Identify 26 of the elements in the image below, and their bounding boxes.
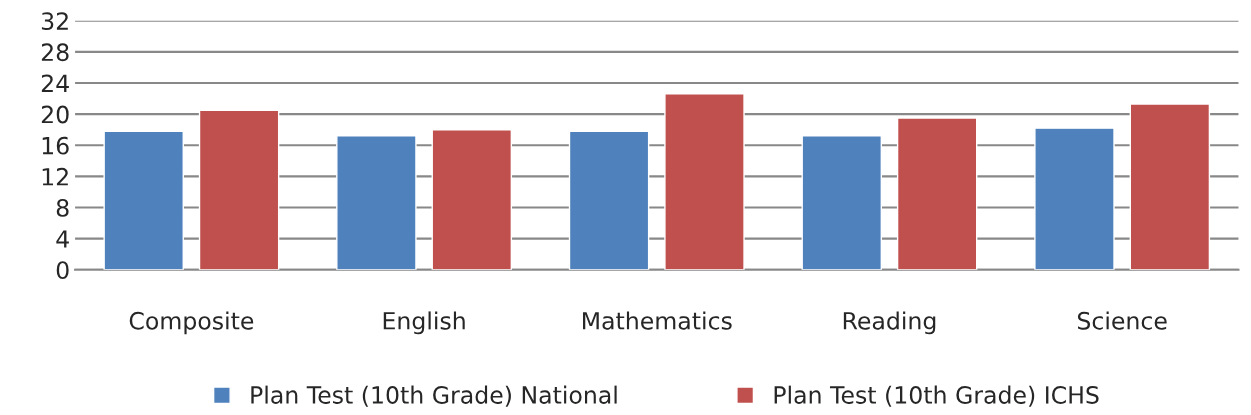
y-tick-label: 32	[41, 12, 68, 31]
y-tick-label: 20	[41, 105, 69, 124]
bar	[198, 109, 280, 270]
y-tick-label: 24	[41, 74, 69, 92]
y-tick-label: 8	[56, 198, 69, 217]
bar	[896, 117, 978, 270]
bar	[1129, 103, 1211, 270]
bar	[1034, 127, 1115, 270]
y-tick-label: 0	[56, 261, 69, 280]
bar	[103, 130, 184, 270]
bar	[801, 135, 883, 270]
legend-label: Plan Test (10th Grade) ICHS	[774, 385, 1099, 407]
x-tick-label: Reading	[843, 311, 936, 335]
y-tick-label: 28	[41, 43, 69, 62]
bar	[568, 130, 650, 270]
y-tick-label: 4	[56, 230, 69, 248]
legend-label: Plan Test (10th Grade) National	[251, 385, 617, 407]
x-tick-label: Science	[1077, 311, 1167, 330]
bar	[431, 128, 513, 270]
x-tick-label: English	[383, 311, 465, 335]
x-tick-label: Mathematics	[583, 311, 732, 330]
y-tick-label: 12	[42, 167, 68, 186]
x-tick-label: Composite	[129, 311, 254, 335]
y-tick-label: 16	[42, 136, 69, 155]
bar	[664, 93, 745, 270]
bar	[336, 135, 417, 270]
